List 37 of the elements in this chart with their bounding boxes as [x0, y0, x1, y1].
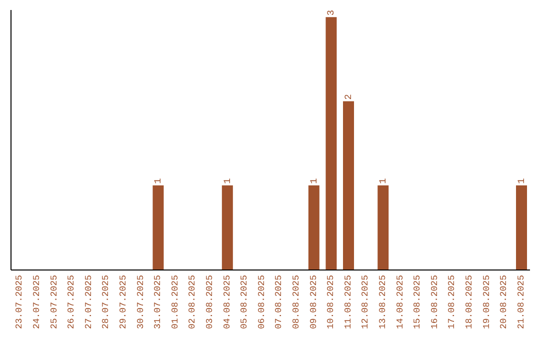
- x-tick-label: 10.08.2025: [326, 275, 336, 330]
- data-label: 3: [326, 10, 337, 16]
- data-label: 1: [152, 178, 164, 184]
- x-tick-label: 13.08.2025: [378, 275, 388, 330]
- x-tick-label: 06.08.2025: [256, 275, 267, 330]
- x-tick-label: 21.08.2025: [516, 275, 526, 330]
- x-tick-label: 27.07.2025: [84, 275, 94, 330]
- data-label: 2: [343, 94, 354, 100]
- x-tick-label: 01.08.2025: [170, 275, 180, 330]
- x-tick-label: 11.08.2025: [343, 275, 354, 330]
- x-tick-label: 05.08.2025: [240, 275, 250, 330]
- x-tick-label: 31.07.2025: [153, 275, 164, 330]
- x-tick-label: 14.08.2025: [395, 275, 406, 330]
- x-tick-label: 28.07.2025: [101, 275, 112, 330]
- x-tick-label: 18.08.2025: [464, 275, 474, 330]
- x-tick-label: 19.08.2025: [482, 275, 492, 330]
- x-tick-label: 29.07.2025: [118, 275, 128, 330]
- x-tick-label: 26.07.2025: [66, 275, 77, 330]
- x-tick-label: 12.08.2025: [360, 275, 371, 330]
- x-tick-label: 08.08.2025: [291, 275, 302, 330]
- data-label: 1: [222, 178, 233, 184]
- x-tick-label: 17.08.2025: [447, 275, 458, 330]
- x-tick-label: 03.08.2025: [204, 275, 215, 330]
- x-tick-label: 02.08.2025: [188, 275, 198, 330]
- x-tick-label: 07.08.2025: [274, 275, 284, 330]
- x-tick-label: 15.08.2025: [412, 275, 423, 330]
- x-tick-label: 04.08.2025: [222, 275, 232, 330]
- data-label: 1: [378, 178, 389, 184]
- x-tick-label: 20.08.2025: [499, 275, 510, 330]
- x-tick-label: 30.07.2025: [136, 275, 146, 330]
- data-label: 1: [516, 178, 528, 184]
- data-label: 1: [308, 178, 320, 184]
- x-tick-label: 16.08.2025: [430, 275, 440, 330]
- x-tick-label: 25.07.2025: [49, 275, 60, 330]
- x-tick-label: 24.07.2025: [32, 275, 42, 330]
- x-tick-label: 09.08.2025: [308, 275, 319, 330]
- x-tick-label: 23.07.2025: [14, 275, 25, 330]
